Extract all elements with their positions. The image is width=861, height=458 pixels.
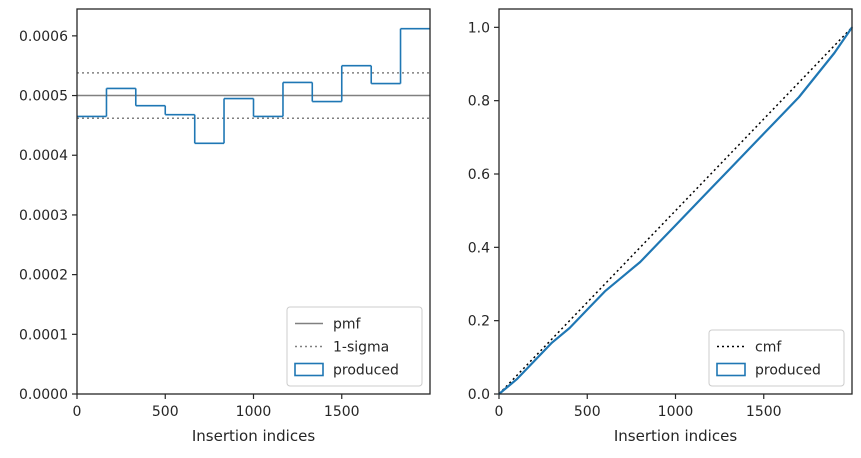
produced-cumulative-point	[798, 96, 800, 98]
left-x-tick-label: 1000	[236, 404, 272, 420]
produced-cumulative-point	[657, 242, 659, 245]
left-legend-swatch-produced	[294, 362, 324, 377]
produced-cumulative-point	[674, 224, 677, 227]
produced-cumulative-point	[745, 151, 747, 153]
left-y-tick-label: 0.0001	[19, 327, 68, 343]
right-x-tick-label: 1000	[658, 404, 694, 420]
produced-cumulative-point	[586, 308, 589, 311]
left-x-tick-label: 500	[152, 404, 179, 420]
produced-cumulative-point	[604, 290, 606, 293]
left-legend-box	[286, 306, 423, 387]
produced-cumulative-point	[551, 341, 553, 344]
left-x-tick-label: 1500	[324, 404, 360, 420]
right-legend: cmf produced	[708, 329, 845, 387]
left-x-tick-label: 0	[73, 404, 82, 420]
left-y-tick-label: 0.0000	[19, 387, 68, 403]
left-legend-label-sigma: 1-sigma	[333, 340, 389, 356]
left-x-axis-label: Insertion indices	[192, 427, 315, 445]
left-y-tick-label: 0.0003	[19, 208, 68, 224]
right-x-tick-label: 500	[574, 404, 601, 420]
right-axes: 0 500 1000 1500 0.0 0.2 0.4 0.6 0.8 1.0 Insertion …	[468, 20, 782, 445]
produced-cumulative-point	[762, 132, 765, 135]
right-x-tick-label: 0	[495, 404, 504, 420]
right-y-tick-label: 0.4	[468, 240, 490, 256]
left-legend-label-produced: produced	[333, 363, 399, 379]
right-y-tick-label: 0.0	[468, 387, 490, 403]
left-y-tick-label: 0.0004	[19, 148, 68, 164]
produced-cumulative-point	[639, 261, 641, 263]
produced-cumulative-point	[568, 327, 571, 329]
produced-cumulative-point	[710, 187, 712, 190]
left-plot-frame	[76, 8, 431, 395]
right-legend-box	[708, 329, 845, 387]
right-legend-swatch-produced	[716, 362, 746, 377]
left-axes: 0 500 1000 1500 0.0000 0.0001 0.0002 0.0003 0.00…	[19, 29, 360, 445]
right-y-tick-label: 1.0	[468, 20, 490, 36]
produced-cumulative-point	[727, 169, 730, 172]
produced-cumulative-point	[815, 74, 818, 76]
produced-cumulative-point	[833, 52, 836, 54]
produced-cumulative-point	[533, 360, 536, 362]
right-x-axis-label: Insertion indices	[614, 427, 737, 445]
right-y-tick-label: 0.6	[468, 167, 490, 183]
left-y-tick-label: 0.0002	[19, 268, 68, 284]
right-y-tick-label: 0.8	[468, 94, 490, 110]
produced-cumulative-point	[780, 114, 783, 117]
right-y-tick-label: 0.2	[468, 314, 490, 330]
right-plot-frame	[498, 8, 853, 395]
right-legend-label-produced: produced	[755, 363, 821, 379]
left-y-tick-label: 0.0006	[19, 29, 68, 45]
right-x-tick-label: 1500	[746, 404, 782, 420]
produced-cumulative-point	[515, 378, 518, 381]
right-legend-label-cmf: cmf	[755, 340, 782, 356]
produced-cumulative-point	[692, 206, 694, 208]
left-legend-label-pmf: pmf	[333, 317, 362, 333]
produced-cumulative-point	[621, 275, 624, 278]
left-y-tick-label: 0.0005	[19, 89, 68, 105]
left-legend: pmf 1-sigma produced	[286, 306, 423, 387]
